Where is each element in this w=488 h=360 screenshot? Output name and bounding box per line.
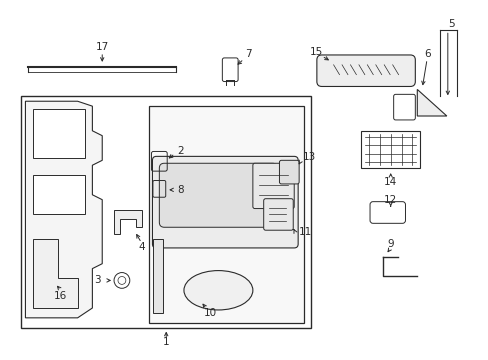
Polygon shape (416, 89, 446, 116)
Text: 7: 7 (244, 49, 251, 59)
FancyBboxPatch shape (263, 199, 293, 230)
Text: 8: 8 (177, 185, 184, 195)
FancyBboxPatch shape (159, 163, 277, 227)
FancyBboxPatch shape (152, 156, 298, 248)
Polygon shape (114, 210, 142, 234)
Ellipse shape (183, 271, 252, 310)
Polygon shape (33, 239, 78, 308)
Text: 3: 3 (94, 275, 101, 285)
Text: 10: 10 (203, 308, 217, 318)
FancyBboxPatch shape (33, 109, 84, 158)
FancyBboxPatch shape (316, 55, 414, 86)
FancyBboxPatch shape (33, 175, 84, 215)
Text: 11: 11 (298, 227, 311, 237)
Bar (153, 239, 163, 313)
Polygon shape (25, 101, 102, 318)
Text: 12: 12 (383, 195, 397, 205)
FancyBboxPatch shape (252, 163, 294, 208)
Text: 5: 5 (447, 19, 454, 30)
Text: 1: 1 (163, 337, 169, 347)
Text: 14: 14 (383, 177, 397, 187)
Text: 4: 4 (138, 242, 144, 252)
Text: 6: 6 (423, 49, 429, 59)
Text: 9: 9 (386, 239, 393, 249)
Text: 13: 13 (302, 152, 315, 162)
Bar (21, 96, 310, 328)
Text: 16: 16 (54, 291, 67, 301)
FancyBboxPatch shape (279, 160, 299, 184)
Polygon shape (149, 106, 304, 323)
Text: 2: 2 (177, 147, 184, 157)
Bar (361, 131, 419, 168)
Text: 15: 15 (309, 47, 323, 57)
Text: 17: 17 (96, 42, 109, 52)
